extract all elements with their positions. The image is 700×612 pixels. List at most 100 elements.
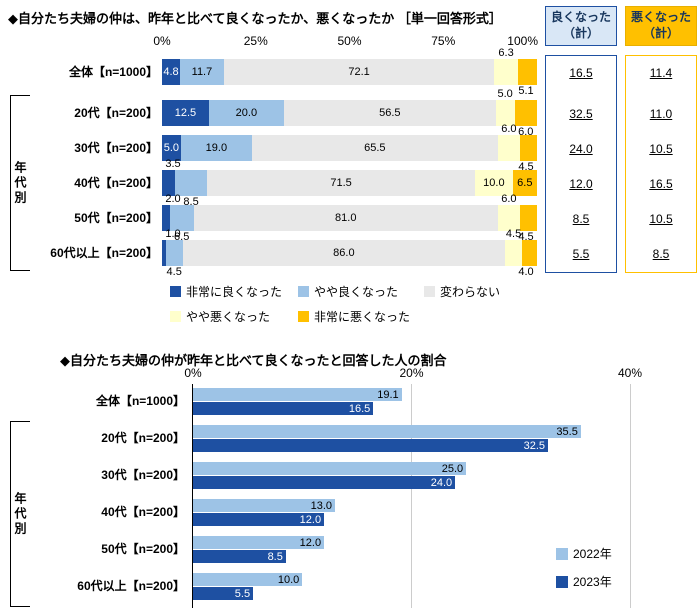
chart1-segment-3: 72.1 <box>223 59 495 85</box>
chart1-tick-label: 100% <box>507 34 538 48</box>
legend-color-swatch <box>298 311 309 322</box>
chart1-group-label: 年代別 <box>13 160 27 206</box>
chart2-axis-line <box>192 384 193 608</box>
chart2-gridline <box>629 384 631 608</box>
chart2-bar-2022: 19.1 <box>193 388 402 401</box>
chart1-segment-5 <box>520 135 537 161</box>
chart2-bar-2022: 25.0 <box>193 462 467 475</box>
chart1-category-label: 50代【n=200】 <box>74 211 158 225</box>
chart2-bar-2022: 10.0 <box>193 573 303 586</box>
chart1-segment-3: 65.5 <box>252 135 498 161</box>
chart1-tick-label: 75% <box>431 34 456 48</box>
summary-column-better: 16.5 32.5 24.0 12.0 8.5 5.5 <box>545 55 617 273</box>
chart1-tick-label: 0% <box>153 34 171 48</box>
chart2-category-label: 50代【n=200】 <box>101 542 185 556</box>
chart1-segment-3: 56.5 <box>283 100 496 126</box>
chart1-segment-3: 71.5 <box>207 170 476 196</box>
legend-label: 非常に悪くなった <box>314 310 411 324</box>
chart1-tick-label: 50% <box>337 34 362 48</box>
chart1-category-label: 60代以上【n=200】 <box>50 246 158 260</box>
chart2-title: ◆自分たち夫婦の仲が昨年と比べて良くなったと回答した人の割合 <box>60 353 447 368</box>
legend-color-swatch <box>170 286 181 297</box>
chart1-stagger-value-label: 5.1 <box>518 85 534 97</box>
chart2-category-label: 全体【n=1000】 <box>95 394 185 408</box>
chart1-tick-label: 25% <box>243 34 268 48</box>
chart1-age-group-bracket: 年代別 <box>10 95 30 271</box>
chart1-segment-5 <box>514 100 537 126</box>
chart2-tick-label: 0% <box>184 366 202 380</box>
chart1-segment-5 <box>517 59 537 85</box>
chart1-stagger-value-label: 6.3 <box>498 47 514 59</box>
chart2-category-label: 30代【n=200】 <box>101 468 185 482</box>
chart1-segment-4 <box>494 59 518 85</box>
legend-label: やや良くなった <box>314 285 399 299</box>
summary-header-better: 良くなった （計） <box>545 6 617 46</box>
chart1-bar-row: 4.8 11.7 72.1 6.3 5.1 <box>162 47 537 97</box>
chart2-bar-2022: 13.0 <box>193 499 336 512</box>
summary-value-worse: 11.0 <box>649 107 673 121</box>
chart1-bar-row: 5.0 19.0 65.5 6.0 4.5 <box>162 123 537 173</box>
chart1-title: ◆自分たち夫婦の仲は、昨年と比べて良くなったか、悪くなったか ［単一回答形式］ <box>8 11 502 26</box>
chart2-bar-2023: 24.0 <box>193 476 456 489</box>
chart2-gridline <box>411 384 412 608</box>
chart2-bar-2023: 5.5 <box>193 587 254 600</box>
chart1-segment-4 <box>495 100 515 126</box>
chart1-segment-2 <box>175 170 207 196</box>
chart2-bar-2023: 16.5 <box>193 402 374 415</box>
chart1-stagger-value-label: 4.5 <box>166 266 182 278</box>
chart1-segment-2 <box>165 240 183 266</box>
chart2-group-label: 年代別 <box>13 491 27 537</box>
summary-value-better: 24.0 <box>569 142 593 156</box>
chart1-segment-4: 10.0 <box>475 170 513 196</box>
chart1-segment-3: 86.0 <box>182 240 506 266</box>
legend-color-swatch <box>556 547 568 560</box>
legend-label: 2023年 <box>573 575 612 589</box>
chart1-stagger-value-label: 4.5 <box>505 228 522 240</box>
summary-value-worse: 8.5 <box>652 247 670 261</box>
chart2-legend-item: 2022年 <box>556 545 612 562</box>
chart1-stagger-value-label: 6.0 <box>501 123 517 135</box>
legend-label: 2022年 <box>573 547 612 561</box>
chart1-legend-item: 非常に悪くなった <box>298 308 410 325</box>
chart1-legend-item: 変わらない <box>424 283 500 300</box>
chart1-bar-row: 3.5 8.5 71.5 10.0 6.5 <box>162 158 537 208</box>
legend-color-swatch <box>170 311 181 322</box>
chart1-segment-1: 4.8 <box>162 59 180 85</box>
chart2-bar-2023: 12.0 <box>193 513 325 526</box>
legend-color-swatch <box>556 575 568 588</box>
legend-label: やや悪くなった <box>186 310 271 324</box>
chart1-segment-1 <box>162 240 166 266</box>
chart1-segment-5 <box>520 205 537 231</box>
chart1-segment-1: 5.0 <box>162 135 181 161</box>
chart2-tick-label: 20% <box>399 366 424 380</box>
summary-value-better: 8.5 <box>572 212 590 226</box>
chart1-segment-5: 6.5 <box>512 170 537 196</box>
summary-value-better: 5.5 <box>572 247 590 261</box>
summary-column-worse: 11.4 11.0 10.5 16.5 10.5 8.5 <box>625 55 697 273</box>
chart2-category-label: 60代以上【n=200】 <box>77 579 185 593</box>
chart1-stagger-value-label: 6.0 <box>501 193 517 205</box>
chart1-segment-1 <box>162 205 170 231</box>
chart1-category-label: 40代【n=200】 <box>74 176 158 190</box>
chart1-category-label: 全体【n=1000】 <box>68 65 158 79</box>
chart2-bar-2023: 8.5 <box>193 550 286 563</box>
chart1-segment-1: 12.5 <box>162 100 209 126</box>
summary-value-better: 32.5 <box>569 107 593 121</box>
summary-value-better: 12.0 <box>569 177 593 191</box>
chart1-segment-4 <box>497 135 521 161</box>
chart1-segment-2: 20.0 <box>208 100 284 126</box>
chart2-bar-2022: 35.5 <box>193 425 581 438</box>
chart1-segment-2 <box>169 205 194 231</box>
chart2-age-group-bracket: 年代別 <box>10 421 30 607</box>
chart1-segment-4 <box>505 240 522 266</box>
legend-label: 変わらない <box>440 285 501 299</box>
summary-header-worse: 悪くなった （計） <box>625 6 697 46</box>
chart1-segment-4 <box>497 205 521 231</box>
legend-label: 非常に良くなった <box>186 285 283 299</box>
chart1-stagger-value-label: 2.0 <box>165 193 181 205</box>
chart1-stagger-value-label: 5.0 <box>497 88 513 100</box>
chart1-segment-3: 81.0 <box>193 205 498 231</box>
legend-color-swatch <box>298 286 309 297</box>
